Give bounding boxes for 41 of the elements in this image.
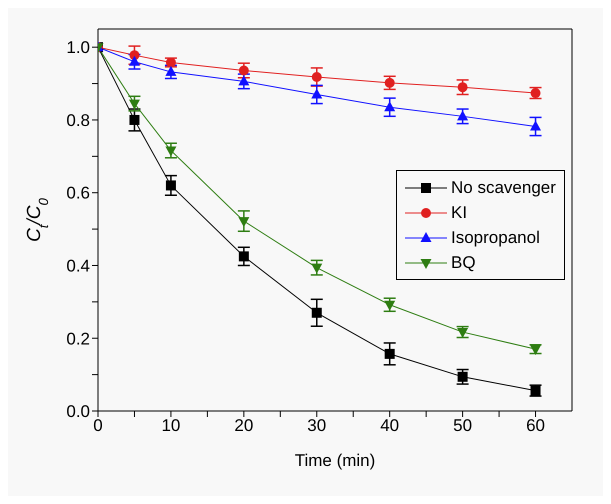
- x-tick-label: 20: [234, 416, 254, 436]
- point: [166, 180, 176, 190]
- y-tick-label: 0.6: [66, 184, 90, 203]
- point: [384, 101, 396, 112]
- x-tick-label: 50: [453, 416, 472, 436]
- point: [128, 56, 140, 66]
- point: [384, 300, 396, 311]
- point: [129, 114, 140, 125]
- point: [165, 146, 176, 157]
- legend-label: Isopropanol: [451, 228, 540, 248]
- point: [312, 72, 322, 82]
- x-tick-label: 10: [161, 416, 180, 436]
- legend-label: No scavenger: [451, 178, 556, 198]
- y-tick-label: 0.2: [66, 329, 90, 348]
- point: [457, 328, 468, 338]
- y-tick-label: 0.8: [66, 110, 90, 130]
- point: [458, 372, 468, 382]
- x-tick-label: 0: [93, 416, 103, 436]
- legend-label: BQ: [451, 252, 476, 272]
- text: 0.0: [66, 402, 90, 422]
- point: [165, 66, 176, 76]
- x-tick-label: 40: [380, 416, 400, 436]
- point: [238, 75, 250, 86]
- y-tick-label: 0.4: [66, 256, 90, 276]
- point: [384, 348, 395, 359]
- point: [238, 251, 249, 262]
- x-axis-title: Time (min): [294, 451, 376, 470]
- x-tick-label: 60: [526, 416, 545, 436]
- point: [311, 264, 322, 274]
- x-tick-label: 30: [307, 416, 326, 436]
- point: [128, 100, 140, 110]
- point: [311, 88, 322, 98]
- point: [458, 82, 468, 92]
- point: [312, 308, 322, 318]
- point: [238, 217, 250, 228]
- point: [457, 110, 468, 120]
- point: [530, 120, 542, 130]
- text: 1.0: [66, 38, 90, 58]
- point: [384, 78, 395, 88]
- point: [238, 65, 249, 76]
- legend-label: KI: [451, 202, 468, 222]
